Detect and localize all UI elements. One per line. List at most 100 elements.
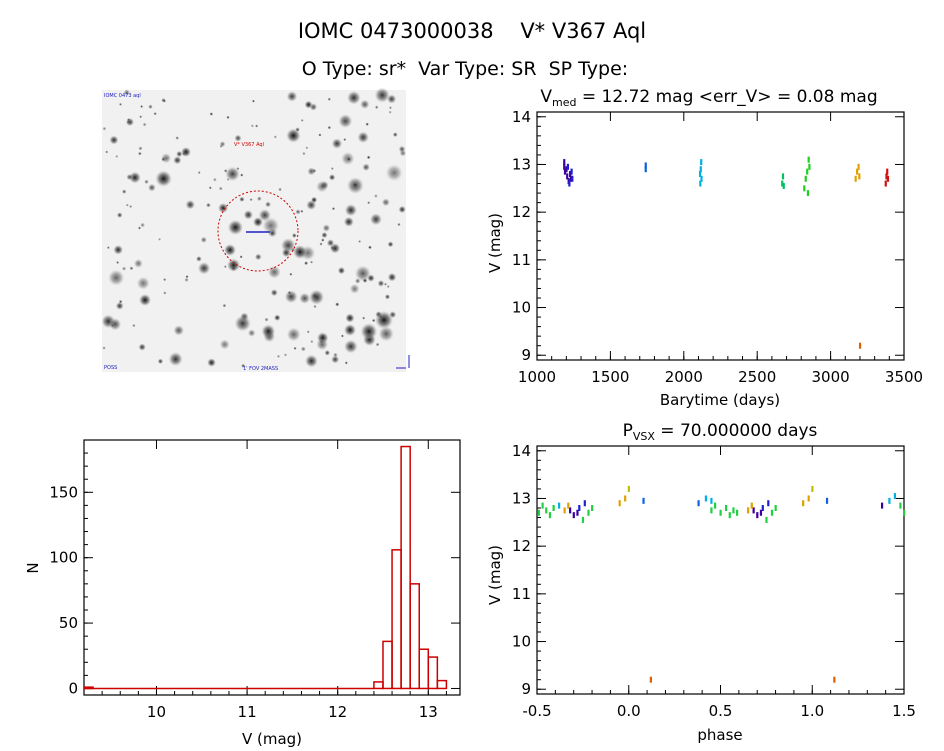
finder-star [378, 326, 394, 342]
finder-star [234, 315, 251, 332]
finder-star [289, 272, 293, 276]
phase-point [545, 507, 548, 514]
finder-star [281, 248, 291, 258]
lightcurve-ytick-label: 11 [512, 251, 531, 269]
phase-point [752, 507, 755, 514]
finder-star [327, 97, 331, 101]
finder-star [344, 361, 348, 365]
lightcurve-point [644, 166, 647, 173]
finder-star [287, 291, 292, 295]
histogram-ytick-label: 50 [59, 614, 78, 632]
finder-star [206, 202, 211, 208]
phase-point [732, 507, 735, 514]
finder-star [337, 266, 346, 275]
lightcurve-xtick-label: 2500 [738, 368, 776, 386]
finder-star [369, 213, 382, 226]
phase-point [587, 509, 590, 516]
finder-star [109, 135, 119, 145]
lightcurve-point [569, 171, 572, 177]
histogram-xlabel: V (mag) [242, 730, 302, 747]
finder-star [163, 99, 167, 103]
lightcurve-ylabel: V (mag) [486, 213, 504, 273]
lightcurve-ytick-label: 12 [512, 203, 531, 221]
finder-star [200, 236, 207, 243]
lightcurve-point [644, 162, 647, 169]
finder-star [208, 186, 212, 190]
lightcurve-point [804, 175, 807, 182]
finder-star [108, 318, 122, 331]
phase-xlabel: phase [697, 726, 742, 744]
finder-bright-star [181, 147, 191, 157]
finder-star [136, 276, 150, 290]
finder-star [384, 294, 391, 300]
lightcurve-title-sub: med [552, 96, 576, 109]
finder-star [295, 209, 301, 215]
finder-star [184, 277, 189, 283]
phase-xtick-label: 1.0 [800, 702, 824, 720]
lightcurve-point [698, 171, 702, 177]
phase-point [649, 676, 652, 683]
finder-star [239, 196, 245, 202]
phase-point [627, 485, 630, 492]
lightcurve-point [700, 175, 703, 182]
lightcurve-point [566, 163, 570, 170]
lightcurve-point [570, 168, 573, 175]
phase-point [880, 502, 884, 509]
histogram-bar [427, 656, 439, 690]
finder-star [327, 125, 332, 130]
phase-point [893, 493, 897, 500]
finder-background [102, 90, 406, 372]
finder-star [313, 304, 317, 309]
finder-star [129, 205, 133, 209]
finder-star [362, 316, 366, 320]
finder-star [185, 199, 195, 210]
phase-xtick-label: 0.5 [709, 702, 733, 720]
lightcurve-point [856, 168, 859, 175]
phase-point [541, 502, 544, 509]
finder-star [261, 324, 276, 339]
finder-star [386, 285, 390, 289]
phase-ytick-label: 11 [512, 585, 531, 603]
finder-star [138, 146, 143, 151]
phase-points [537, 485, 906, 683]
finder-star [168, 352, 183, 367]
lightcurve-point [807, 156, 810, 163]
phase-point [563, 507, 566, 514]
lightcurve-point [782, 182, 785, 189]
finder-star [362, 163, 370, 171]
phase-point [710, 497, 713, 504]
phase-point [736, 509, 739, 516]
phase-point [583, 500, 586, 507]
finder-star [197, 171, 201, 175]
phase-point [548, 512, 552, 519]
phase-ytick-label: 13 [512, 489, 531, 507]
finder-bright-star [139, 294, 151, 306]
histogram-bars [83, 445, 448, 690]
lightcurve-panel: Vmed = 12.72 mag <err_V> = 0.08 mag 1000… [486, 87, 923, 409]
finder-star [331, 138, 343, 149]
finder-star [274, 314, 281, 321]
finder-star [388, 110, 392, 114]
finder-star [338, 114, 353, 129]
finder-star [328, 174, 336, 181]
histogram-panel: 10 11 12 13 0 50 100 150 V (mag) N [24, 439, 461, 748]
phase-point [719, 509, 722, 516]
finder-star [375, 342, 380, 347]
phase-point [833, 676, 836, 683]
phase-xtick-label: 1.5 [892, 702, 916, 720]
phase-point [618, 500, 621, 507]
phase-ytick-label: 12 [512, 537, 531, 555]
finder-star [306, 330, 310, 334]
lightcurve-point [571, 175, 574, 182]
phase-point [567, 502, 570, 509]
histogram-bar [382, 640, 393, 690]
finder-star [322, 224, 331, 232]
finder-star [387, 241, 394, 248]
finder-star [144, 179, 149, 185]
finder-star [283, 353, 288, 357]
phase-point [759, 509, 763, 516]
finder-star [113, 244, 124, 255]
finder-star [331, 207, 336, 211]
finder-star [381, 198, 390, 207]
lightcurve-point [854, 175, 857, 182]
